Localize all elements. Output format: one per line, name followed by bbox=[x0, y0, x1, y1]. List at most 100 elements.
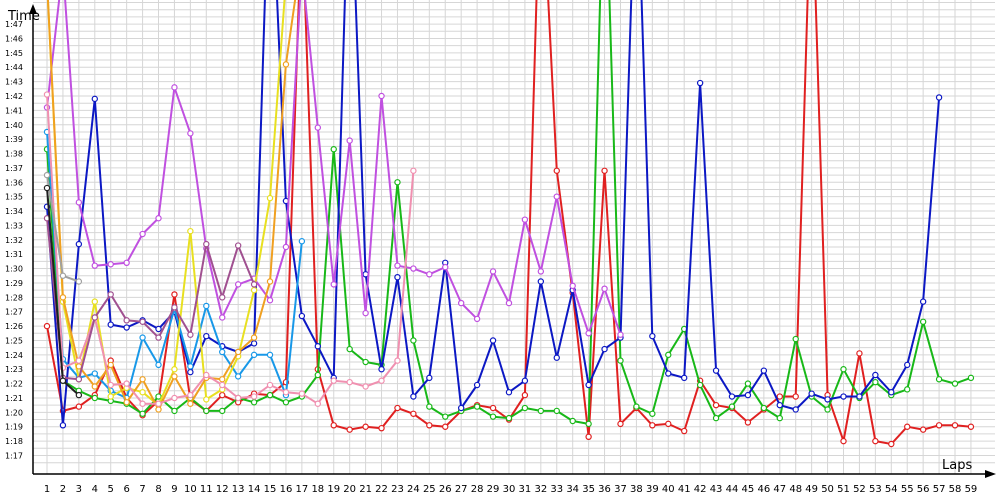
data-point bbox=[75, 240, 83, 248]
data-point bbox=[219, 391, 226, 399]
data-point bbox=[457, 404, 465, 412]
data-point bbox=[346, 426, 353, 433]
y-tick-label: 1:39 bbox=[5, 135, 23, 144]
x-tick-label: 56 bbox=[917, 484, 930, 495]
data-point bbox=[553, 407, 560, 415]
data-point bbox=[59, 272, 67, 279]
data-point bbox=[171, 304, 178, 311]
data-point bbox=[378, 424, 385, 432]
data-point bbox=[394, 179, 401, 186]
data-point bbox=[776, 393, 783, 400]
y-tick-label: 1:23 bbox=[5, 365, 23, 374]
data-point bbox=[75, 199, 83, 206]
data-point bbox=[266, 391, 274, 399]
x-axis-arrow bbox=[985, 470, 996, 478]
y-axis-label: Time bbox=[7, 9, 40, 24]
data-point bbox=[410, 265, 417, 272]
data-point bbox=[75, 278, 83, 285]
x-tick-label: 31 bbox=[519, 484, 532, 495]
y-tick-label: 1:46 bbox=[5, 34, 23, 43]
data-point bbox=[203, 240, 210, 248]
data-point bbox=[410, 167, 417, 174]
data-point bbox=[712, 401, 720, 409]
data-point bbox=[840, 393, 847, 400]
y-tick-label: 1:44 bbox=[5, 63, 23, 72]
x-tick-label: 50 bbox=[821, 484, 834, 495]
data-point bbox=[760, 404, 768, 412]
data-point bbox=[426, 271, 433, 278]
y-tick-label: 1:45 bbox=[5, 49, 23, 58]
data-point bbox=[553, 193, 560, 200]
x-tick-label: 11 bbox=[200, 484, 213, 495]
data-point bbox=[266, 278, 274, 285]
y-tick-label: 1:35 bbox=[5, 193, 23, 202]
data-point bbox=[107, 393, 114, 400]
data-point bbox=[203, 407, 210, 415]
data-point bbox=[171, 394, 178, 402]
data-point bbox=[410, 337, 417, 344]
data-point bbox=[888, 440, 895, 448]
data-point bbox=[505, 414, 513, 422]
data-point bbox=[601, 167, 608, 174]
data-point bbox=[394, 404, 401, 412]
data-point bbox=[234, 348, 242, 356]
data-point bbox=[282, 389, 290, 396]
data-point bbox=[856, 393, 863, 400]
data-point bbox=[171, 407, 178, 415]
data-point bbox=[187, 130, 194, 137]
data-point bbox=[378, 366, 385, 373]
data-point bbox=[155, 406, 162, 413]
data-point bbox=[43, 91, 51, 98]
data-point bbox=[919, 318, 927, 325]
x-tick-label: 45 bbox=[742, 484, 755, 495]
data-point bbox=[346, 345, 353, 353]
data-point bbox=[219, 381, 226, 389]
x-tick-label: 7 bbox=[139, 484, 145, 495]
y-axis-arrow bbox=[29, 4, 37, 14]
x-tick-label: 17 bbox=[296, 484, 309, 495]
y-tick-label: 1:25 bbox=[5, 336, 23, 345]
data-point bbox=[362, 309, 369, 317]
data-point bbox=[442, 263, 449, 271]
data-point bbox=[856, 350, 863, 357]
data-point bbox=[250, 286, 258, 294]
data-point bbox=[219, 314, 226, 321]
data-point bbox=[43, 322, 51, 330]
x-tick-label: 34 bbox=[566, 484, 579, 495]
y-tick-label: 1:43 bbox=[5, 78, 23, 87]
x-tick-label: 10 bbox=[184, 484, 197, 495]
data-point bbox=[187, 363, 194, 370]
data-point bbox=[139, 410, 146, 417]
data-point bbox=[872, 371, 879, 379]
data-point bbox=[282, 399, 290, 406]
data-point bbox=[155, 361, 162, 369]
data-point bbox=[330, 146, 337, 153]
y-tick-label: 1:22 bbox=[5, 380, 23, 389]
y-tick-label: 1:33 bbox=[5, 221, 23, 230]
data-point bbox=[91, 383, 98, 390]
y-tick-label: 1:40 bbox=[5, 121, 23, 130]
data-point bbox=[266, 351, 274, 359]
x-tick-label: 35 bbox=[582, 484, 595, 495]
data-point bbox=[792, 406, 799, 413]
y-tick-label: 1:29 bbox=[5, 279, 23, 288]
data-point bbox=[681, 427, 688, 435]
data-point bbox=[681, 374, 688, 382]
data-point bbox=[139, 400, 146, 407]
data-point bbox=[155, 393, 162, 400]
data-point bbox=[362, 423, 369, 430]
y-tick-label: 1:47 bbox=[5, 20, 23, 29]
data-point bbox=[91, 370, 98, 377]
x-tick-label: 19 bbox=[327, 484, 340, 495]
data-point bbox=[234, 394, 242, 402]
x-tick-label: 6 bbox=[123, 484, 129, 495]
data-point bbox=[442, 413, 449, 420]
data-point bbox=[234, 281, 242, 288]
data-point bbox=[919, 426, 927, 433]
data-point bbox=[43, 184, 51, 192]
data-point bbox=[298, 238, 306, 245]
x-tick-label: 33 bbox=[550, 484, 563, 495]
data-point bbox=[107, 381, 114, 389]
x-tick-label: 37 bbox=[614, 484, 627, 495]
data-point bbox=[234, 373, 242, 380]
